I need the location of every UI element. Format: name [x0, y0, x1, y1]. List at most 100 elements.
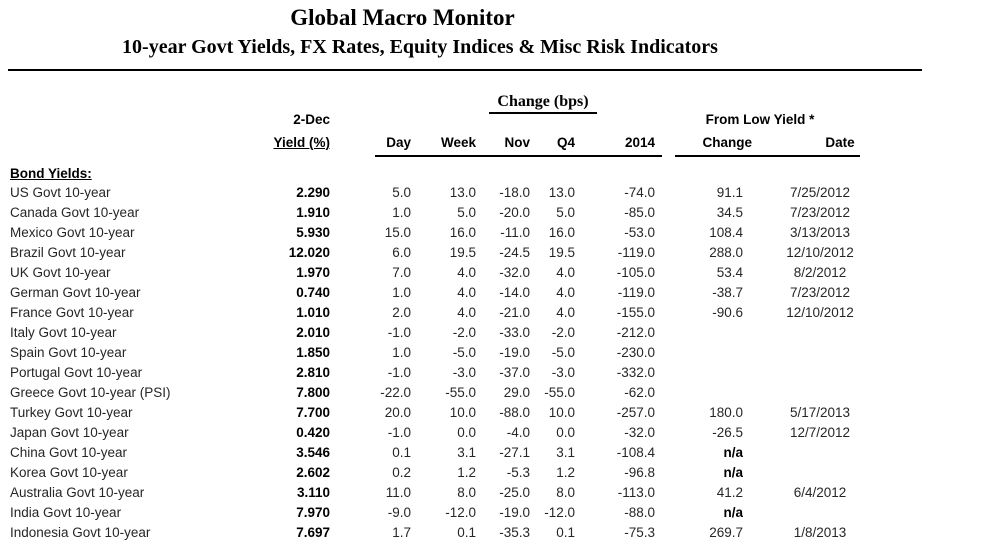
cell-from-low-change: -90.6 [712, 305, 743, 320]
cell-yield: 0.740 [296, 285, 330, 300]
from-low-yield-header: From Low Yield * [705, 112, 815, 127]
cell-change-2014: -113.0 [617, 485, 655, 500]
cell-change-day: -1.0 [387, 365, 411, 380]
table-row: Turkey Govt 10-year 7.700 20.0 10.0 -88.0 10.… [10, 403, 897, 423]
cell-change-day: 1.0 [392, 285, 411, 300]
cell-yield: 3.546 [296, 445, 330, 460]
cell-from-low-change: 108.4 [709, 225, 743, 240]
bond-yields-table: US Govt 10-year 2.290 5.0 13.0 -18.0 13.0 -74.… [10, 183, 897, 541]
cell-yield: 7.970 [296, 505, 330, 520]
cell-from-low-change: n/a [723, 505, 743, 520]
cell-from-low-change: 91.1 [716, 185, 743, 200]
cell-from-low-date: 5/17/2013 [789, 405, 851, 420]
cell-change-day: 7.0 [392, 265, 411, 280]
cell-change-day: -9.0 [387, 505, 411, 520]
cell-change-nov: -20.0 [499, 205, 530, 220]
cell-change-week: 1.2 [457, 465, 476, 480]
cell-instrument-name: Japan Govt 10-year [10, 425, 129, 440]
cell-from-low-date: 7/23/2012 [789, 205, 851, 220]
cell-change-2014: -85.0 [624, 205, 655, 220]
cell-yield: 5.930 [296, 225, 330, 240]
cell-yield: 7.800 [296, 385, 330, 400]
table-row: Spain Govt 10-year 1.850 1.0 -5.0 -19.0 -5.0 -… [10, 343, 897, 363]
cell-change-q4: 0.0 [556, 425, 575, 440]
cell-change-day: 6.0 [392, 245, 411, 260]
cell-from-low-date [743, 363, 897, 383]
day-column-header: Day [386, 135, 411, 150]
cell-instrument-name: Korea Govt 10-year [10, 465, 128, 480]
cell-from-low-date: 7/23/2012 [789, 285, 851, 300]
cell-change-week: 19.5 [449, 245, 476, 260]
cell-change-nov: -14.0 [499, 285, 530, 300]
cell-change-nov: -33.0 [499, 325, 530, 340]
cell-change-week: 3.1 [457, 445, 476, 460]
cell-change-q4: 19.5 [548, 245, 575, 260]
section-label-bond-yields: Bond Yields: [10, 166, 92, 181]
table-row: Mexico Govt 10-year 5.930 15.0 16.0 -11.0 16.… [10, 223, 897, 243]
cell-instrument-name: Brazil Govt 10-year [10, 245, 126, 260]
asof-date-header: 2-Dec [293, 112, 330, 127]
table-row: Korea Govt 10-year 2.602 0.2 1.2 -5.3 1.2 -96.… [10, 463, 897, 483]
cell-instrument-name: India Govt 10-year [10, 505, 122, 520]
cell-from-low-date: 12/10/2012 [786, 305, 854, 320]
table-row: Brazil Govt 10-year 12.020 6.0 19.5 -24.5 19.… [10, 243, 897, 263]
cell-change-q4: 1.2 [556, 465, 575, 480]
cell-change-day: 0.1 [392, 445, 411, 460]
cell-change-nov: -24.5 [499, 245, 530, 260]
header-divider [8, 69, 922, 71]
cell-from-low-date: 6/4/2012 [793, 485, 847, 500]
cell-change-nov: -37.0 [499, 365, 530, 380]
cell-yield: 1.910 [296, 205, 330, 220]
cell-instrument-name: UK Govt 10-year [10, 265, 111, 280]
cell-change-2014: -32.0 [624, 425, 655, 440]
cell-from-low-change [655, 343, 743, 363]
cell-change-week: -3.0 [452, 365, 476, 380]
cell-change-2014: -74.0 [624, 185, 655, 200]
cell-change-week: 5.0 [457, 205, 476, 220]
cell-from-low-change: 269.7 [709, 525, 743, 540]
table-row: UK Govt 10-year 1.970 7.0 4.0 -32.0 4.0 -105.0… [10, 263, 897, 283]
cell-from-low-date: 8/2/2012 [793, 265, 847, 280]
cell-change-nov: -88.0 [499, 405, 530, 420]
cell-from-low-change [655, 363, 743, 383]
table-row: German Govt 10-year 0.740 1.0 4.0 -14.0 4.0 -1… [10, 283, 897, 303]
cell-change-q4: 3.1 [556, 445, 575, 460]
cell-change-q4: -55.0 [544, 385, 575, 400]
cell-change-day: 1.0 [392, 205, 411, 220]
cell-yield: 0.420 [296, 425, 330, 440]
cell-from-low-change: n/a [723, 445, 743, 460]
cell-change-q4: 5.0 [556, 205, 575, 220]
cell-instrument-name: US Govt 10-year [10, 185, 111, 200]
cell-change-week: -55.0 [445, 385, 476, 400]
cell-change-2014: -105.0 [616, 265, 655, 280]
cell-change-q4: 4.0 [556, 285, 575, 300]
cell-change-2014: -212.0 [616, 325, 655, 340]
cell-change-day: -1.0 [387, 325, 411, 340]
cell-from-low-date [743, 323, 897, 343]
cell-change-nov: -18.0 [499, 185, 530, 200]
cell-change-q4: 4.0 [556, 305, 575, 320]
cell-change-2014: -53.0 [624, 225, 655, 240]
cell-change-day: 0.2 [392, 465, 411, 480]
cell-change-2014: -108.4 [616, 445, 655, 460]
fromlow-columns-underline [675, 155, 860, 157]
cell-change-2014: -119.0 [617, 285, 655, 300]
cell-change-day: -22.0 [380, 385, 411, 400]
cell-change-2014: -62.0 [624, 385, 655, 400]
table-row: Japan Govt 10-year 0.420 -1.0 0.0 -4.0 0.0 -32… [10, 423, 897, 443]
cell-change-week: 4.0 [457, 305, 476, 320]
cell-change-q4: 16.0 [548, 225, 575, 240]
cell-change-day: 11.0 [385, 485, 411, 500]
cell-yield: 12.020 [288, 245, 330, 260]
cell-change-nov: -35.3 [499, 525, 530, 540]
yield-column-header: Yield (%) [273, 135, 330, 150]
cell-yield: 2.290 [296, 185, 330, 200]
cell-yield: 7.700 [296, 405, 330, 420]
cell-change-nov: 29.0 [503, 385, 530, 400]
cell-change-q4: -5.0 [551, 345, 575, 360]
cell-yield: 7.697 [296, 525, 330, 540]
change-columns-underline [375, 155, 662, 157]
cell-change-q4: -3.0 [551, 365, 575, 380]
table-row: China Govt 10-year 3.546 0.1 3.1 -27.1 3.1 -10… [10, 443, 897, 463]
table-row: US Govt 10-year 2.290 5.0 13.0 -18.0 13.0 -74.… [10, 183, 897, 203]
